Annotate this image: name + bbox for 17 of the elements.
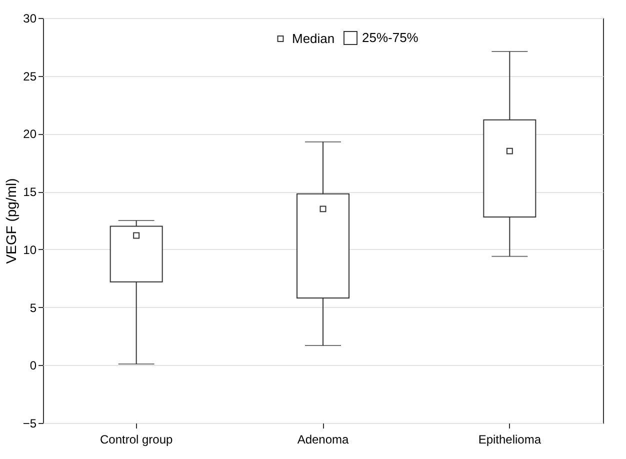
y-tick-label: 25 <box>23 69 37 84</box>
x-tick-label: Control group <box>100 432 174 446</box>
y-tick-label: 15 <box>23 185 37 200</box>
x-tick-label: Adenoma <box>297 432 350 446</box>
y-tick-label: 5 <box>30 300 37 315</box>
y-tick-label: −5 <box>22 416 37 430</box>
x-tick-label: Epithelioma <box>478 432 542 446</box>
point <box>133 232 140 239</box>
y-tick-label: 0 <box>30 358 37 373</box>
y-tick-label: 20 <box>23 127 37 142</box>
legend-label: 25%-75% <box>362 30 419 45</box>
legend-label: Median <box>292 30 335 46</box>
y-tick-label: 30 <box>23 12 37 26</box>
point <box>320 206 326 212</box>
y-axis-title: VEGF (pg/ml) <box>2 178 19 264</box>
y-tick-label: 10 <box>23 242 37 257</box>
point <box>506 148 513 154</box>
